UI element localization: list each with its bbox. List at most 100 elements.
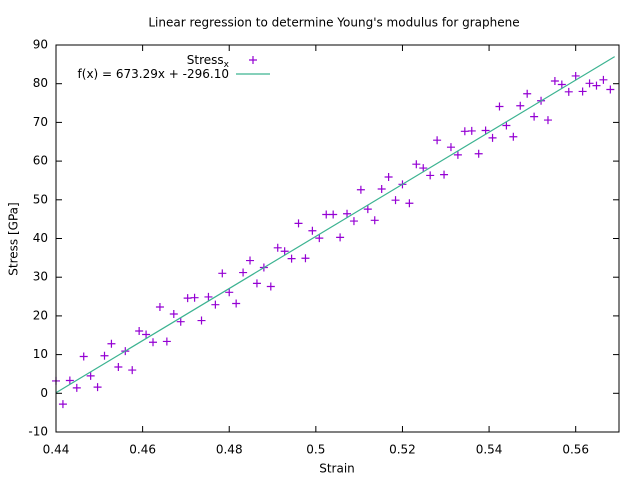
data-point — [606, 85, 615, 94]
data-point — [363, 205, 372, 214]
data-point — [419, 164, 428, 173]
legend-label: Stressx — [187, 53, 230, 70]
data-point — [65, 376, 74, 385]
data-point — [239, 268, 248, 277]
data-point — [453, 150, 462, 159]
x-tick-label: 0.56 — [562, 443, 589, 457]
data-point — [488, 133, 497, 142]
y-tick-label: 80 — [33, 76, 48, 90]
legend-label: f(x) = 673.29x + -296.10 — [78, 67, 229, 81]
legend-marker — [249, 56, 257, 64]
data-point — [578, 87, 587, 96]
data-point — [329, 210, 338, 219]
data-point — [550, 76, 559, 85]
data-point — [86, 371, 95, 380]
data-point — [107, 339, 116, 348]
data-point — [426, 171, 435, 180]
data-point — [564, 87, 573, 96]
data-point — [169, 309, 178, 318]
data-point — [516, 101, 525, 110]
data-point — [377, 184, 386, 193]
data-point — [405, 199, 414, 208]
data-point — [225, 288, 234, 297]
y-tick-label: 40 — [33, 231, 48, 245]
data-point — [294, 219, 303, 228]
data-point — [356, 185, 365, 194]
y-tick-label: 90 — [33, 38, 48, 52]
data-point — [370, 216, 379, 225]
data-point — [211, 300, 220, 309]
data-point — [322, 210, 331, 219]
data-point — [266, 282, 275, 291]
y-tick-label: 50 — [33, 192, 48, 206]
data-point — [252, 279, 261, 288]
plot-area — [52, 56, 615, 409]
data-point — [273, 243, 282, 252]
data-point — [599, 75, 608, 84]
x-axis-label: Strain — [319, 462, 355, 476]
data-point — [218, 269, 227, 278]
data-point — [197, 316, 206, 325]
data-point — [155, 302, 164, 311]
x-tick-label: 0.5 — [306, 443, 325, 457]
data-point — [349, 217, 358, 226]
y-tick-label: -10 — [28, 425, 48, 439]
data-point — [336, 233, 345, 242]
data-point — [149, 338, 158, 347]
data-point — [100, 351, 109, 360]
data-point — [287, 254, 296, 263]
data-point — [523, 89, 532, 98]
data-point — [433, 136, 442, 145]
data-point — [315, 234, 324, 243]
data-point — [384, 172, 393, 181]
data-point — [474, 149, 483, 158]
data-point — [391, 196, 400, 205]
legend-name: f(x) = 673.29x + -296.10 — [78, 67, 229, 81]
data-point — [183, 294, 192, 303]
data-point — [308, 226, 317, 235]
legend-name: Stress — [187, 53, 224, 67]
y-tick-label: 10 — [33, 347, 48, 361]
data-point — [72, 383, 81, 392]
data-point — [543, 116, 552, 125]
data-point — [592, 81, 601, 90]
y-tick-label: 30 — [33, 270, 48, 284]
data-point — [460, 127, 469, 136]
data-point — [135, 326, 144, 335]
data-point — [502, 121, 511, 130]
data-point — [190, 293, 199, 302]
x-tick-label: 0.48 — [216, 443, 243, 457]
legend-subscript: x — [224, 60, 230, 70]
y-tick-label: 20 — [33, 308, 48, 322]
data-point — [93, 383, 102, 392]
data-point — [232, 299, 241, 308]
x-tick-label: 0.54 — [476, 443, 503, 457]
y-tick-label: 70 — [33, 115, 48, 129]
data-point — [301, 254, 310, 263]
x-tick-label: 0.52 — [389, 443, 416, 457]
data-point — [446, 143, 455, 152]
data-point — [412, 160, 421, 169]
y-axis-label: Stress [GPa] — [7, 202, 21, 275]
data-point — [114, 362, 123, 371]
data-point — [585, 79, 594, 88]
chart-title: Linear regression to determine Young's m… — [148, 16, 519, 30]
data-point — [467, 126, 476, 135]
data-point — [176, 317, 185, 326]
data-point — [481, 126, 490, 135]
plot-frame — [55, 44, 620, 433]
data-point — [343, 209, 352, 218]
data-point — [162, 337, 171, 346]
data-point — [509, 132, 518, 141]
data-point — [280, 247, 289, 256]
x-tick-label: 0.44 — [43, 443, 70, 457]
data-point — [142, 330, 151, 339]
data-point — [79, 352, 88, 361]
data-point — [128, 366, 137, 375]
fit-line — [55, 56, 615, 394]
data-point — [204, 292, 213, 301]
data-point — [571, 71, 580, 80]
data-point — [246, 256, 255, 265]
x-tick-label: 0.46 — [129, 443, 156, 457]
